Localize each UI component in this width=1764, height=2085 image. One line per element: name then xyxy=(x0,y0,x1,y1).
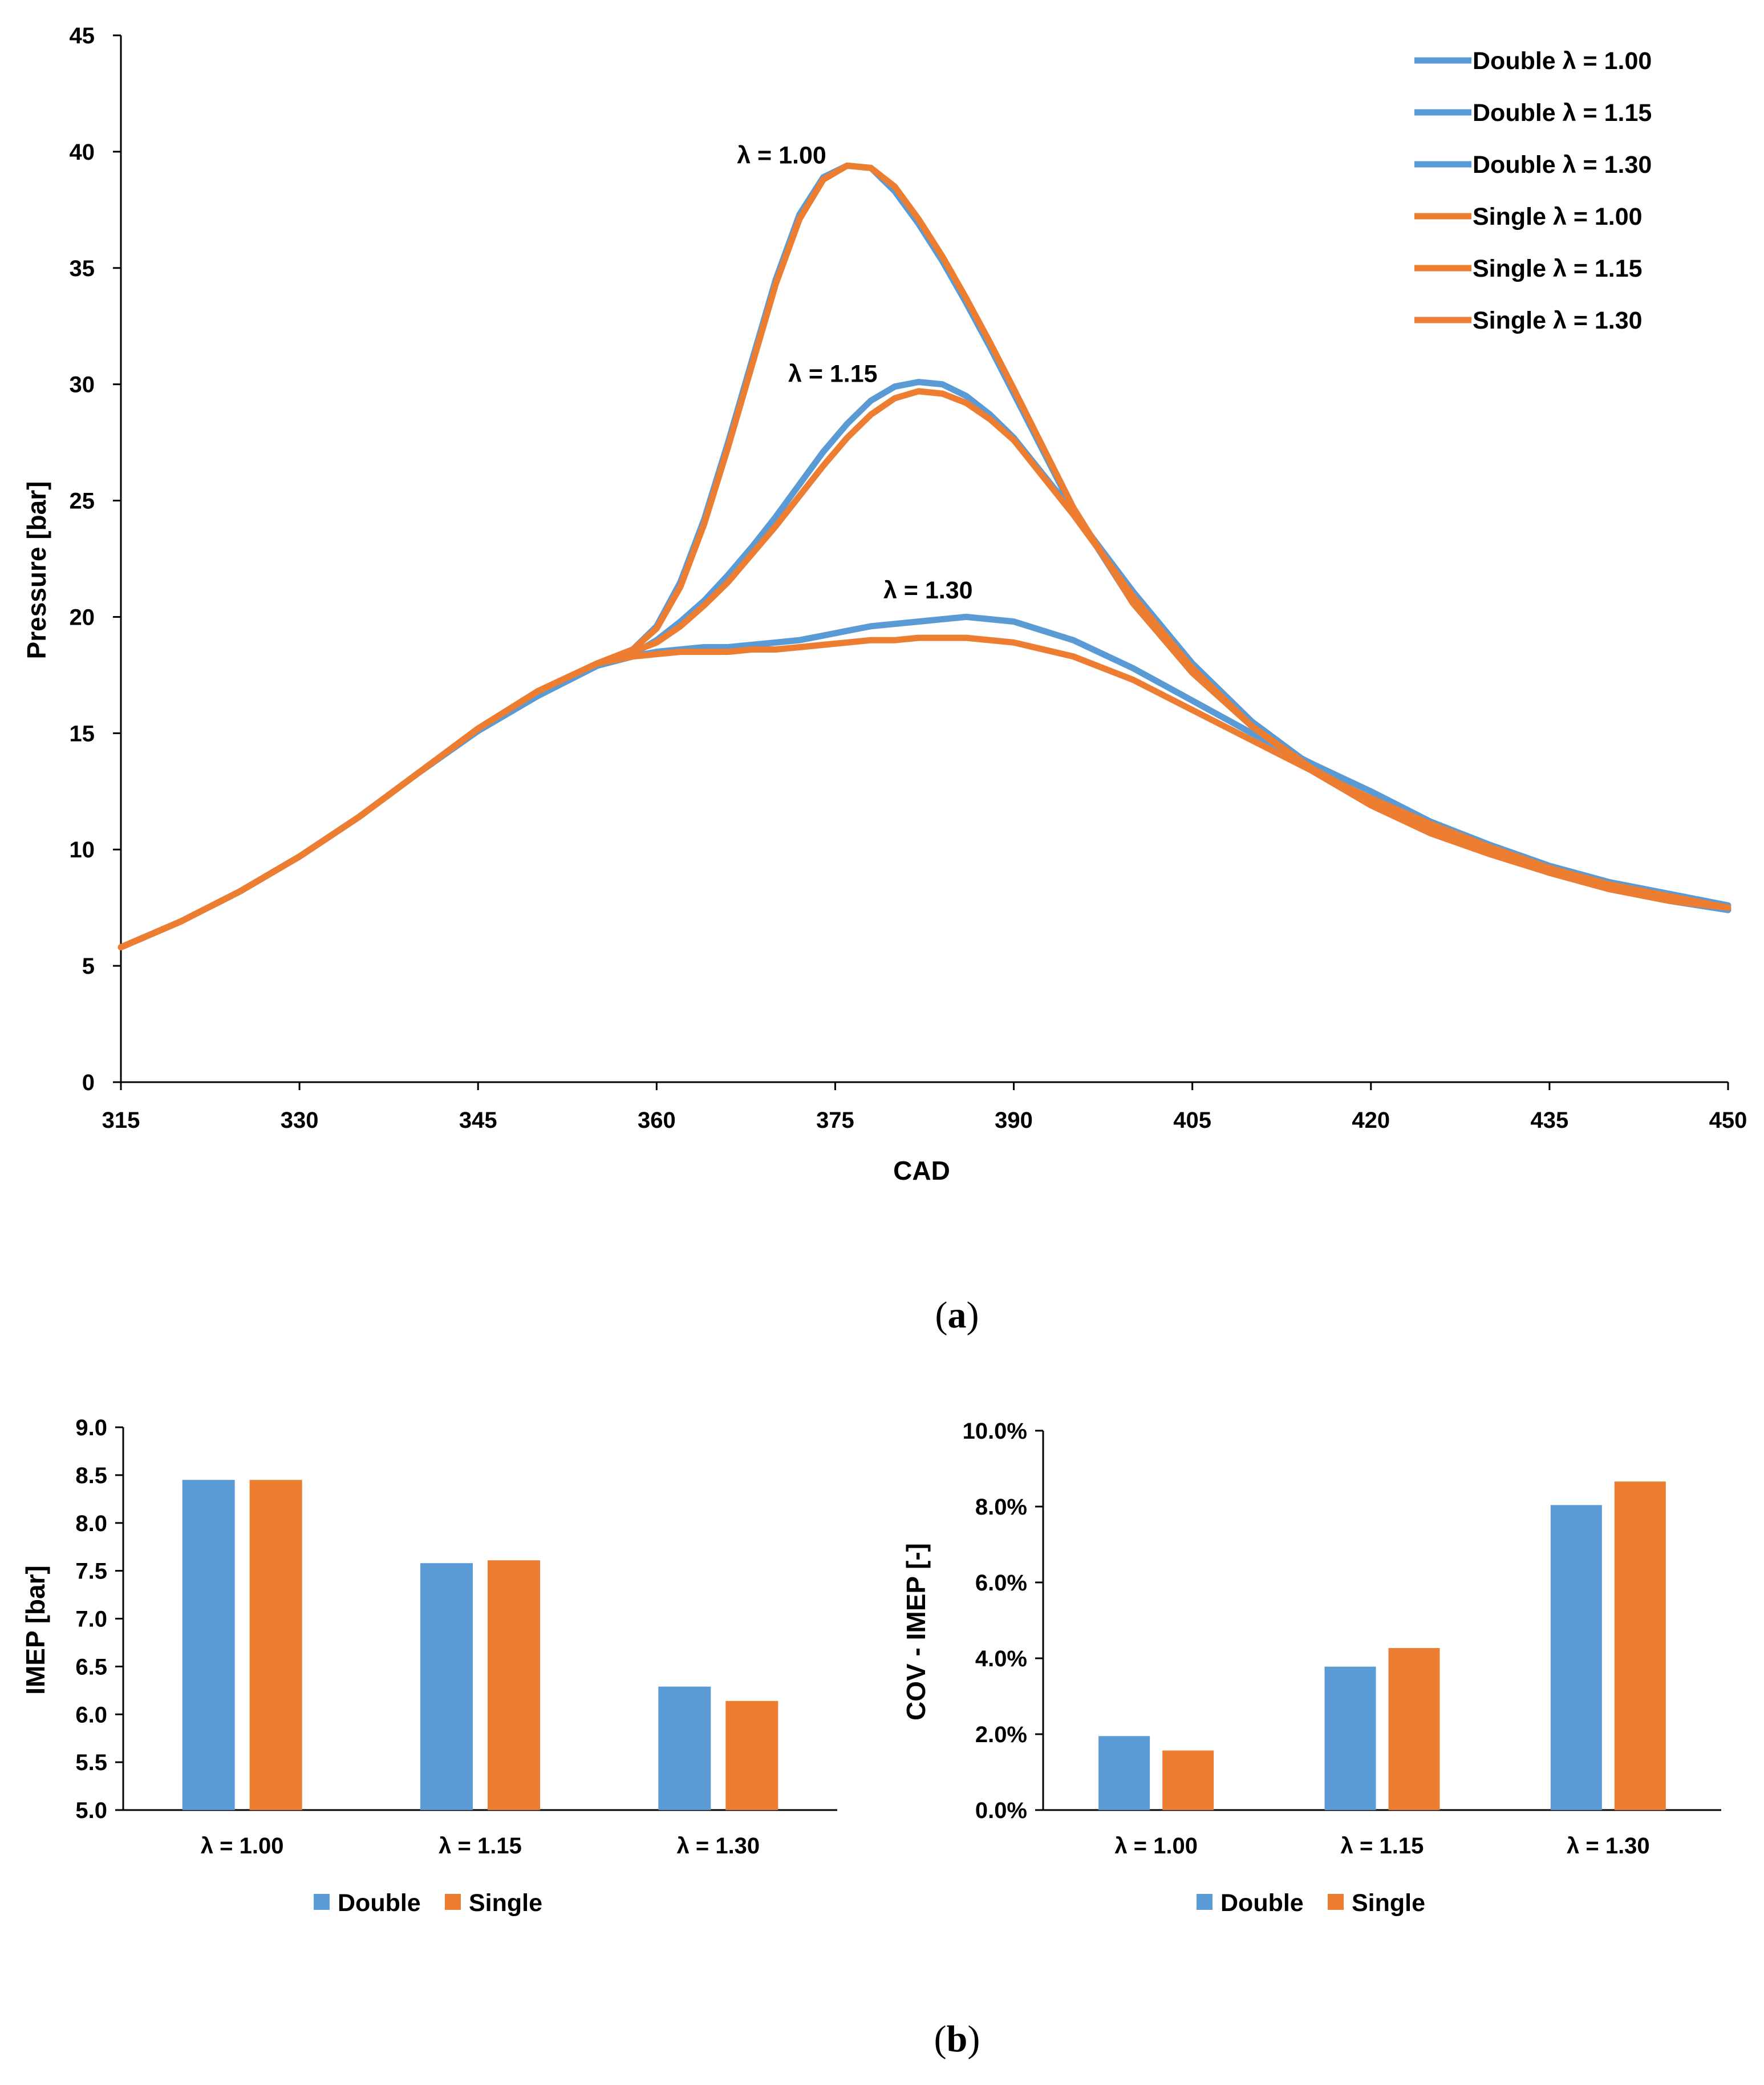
x-axis-title: CAD xyxy=(893,1156,950,1185)
y-tick-label: 5.0 xyxy=(75,1798,107,1823)
x-category-label: λ = 1.00 xyxy=(201,1833,284,1859)
pressure-chart: 0 5 10 15 20 25 30 35 40 45 315 330 345 360 375 390 405 4… xyxy=(22,23,1747,1185)
y-tick-label: 30 xyxy=(70,373,95,398)
x-tick-label: 315 xyxy=(102,1108,140,1133)
y-tick-label: 10 xyxy=(70,837,95,863)
bar-double-1-00 xyxy=(1098,1736,1150,1810)
y-tick-label: 40 xyxy=(70,140,95,165)
x-tick-label: 375 xyxy=(816,1108,854,1133)
y-tick-label: 35 xyxy=(70,256,95,281)
series-line-double-1-15 xyxy=(117,379,1731,950)
bar-single-1-00 xyxy=(249,1480,302,1810)
x-tick-label: 390 xyxy=(995,1108,1033,1133)
y-tick-label: 4.0% xyxy=(975,1646,1027,1671)
series-line-single-1-30 xyxy=(117,634,1731,950)
y-axis-title: IMEP [bar] xyxy=(21,1565,50,1695)
legend-swatch-double xyxy=(314,1894,330,1910)
y-tick-label: 6.0% xyxy=(975,1570,1027,1596)
bar-single-1-30 xyxy=(725,1701,778,1810)
legend-label-single-1-30: Single λ = 1.30 xyxy=(1473,307,1643,334)
series-line-single-1-15 xyxy=(117,388,1731,950)
legend-swatch-double xyxy=(1197,1894,1213,1910)
y-tick-label: 5 xyxy=(82,954,95,979)
y-tick-label: 7.0 xyxy=(75,1607,107,1632)
x-category-label: λ = 1.15 xyxy=(439,1833,522,1859)
y-tick-label: 6.0 xyxy=(75,1702,107,1727)
bar-double-1-30 xyxy=(1550,1505,1602,1810)
y-tick-label: 0.0% xyxy=(975,1798,1027,1823)
series-line-single-1-00 xyxy=(117,162,1731,950)
x-tick-label: 345 xyxy=(459,1108,497,1133)
y-axis-title: COV - IMEP [-] xyxy=(901,1543,931,1720)
bar-single-1-30 xyxy=(1614,1481,1666,1810)
legend-label-double: Double xyxy=(1220,1889,1304,1917)
bar-single-1-15 xyxy=(1388,1648,1440,1810)
x-tick-label: 450 xyxy=(1709,1108,1747,1133)
cov-imep-chart: 0.0% 2.0% 4.0% 6.0% 8.0% 10.0% λ = 1.00 λ = 1.1… xyxy=(901,1419,1721,1917)
bar-double-1-00 xyxy=(182,1480,235,1810)
legend-label-single-1-00: Single λ = 1.00 xyxy=(1473,203,1643,230)
y-tick-label: 8.5 xyxy=(75,1463,107,1488)
legend-label-double-1-00: Double λ = 1.00 xyxy=(1473,47,1652,75)
legend-label-double-1-15: Double λ = 1.15 xyxy=(1473,99,1652,127)
y-axis-title: Pressure [bar] xyxy=(22,481,51,659)
x-tick-label: 330 xyxy=(281,1108,319,1133)
x-category-label: λ = 1.15 xyxy=(1341,1833,1424,1859)
y-tick-label: 0 xyxy=(82,1070,95,1095)
legend-label-double-1-30: Double λ = 1.30 xyxy=(1473,151,1652,179)
legend-swatch-single xyxy=(445,1894,461,1910)
x-tick-label: 405 xyxy=(1173,1108,1211,1133)
x-tick-label: 360 xyxy=(638,1108,676,1133)
panel-label-a: (a) xyxy=(935,1294,979,1336)
y-tick-label: 45 xyxy=(70,23,95,48)
y-tick-label: 7.5 xyxy=(75,1559,107,1584)
annotation-1-30: λ = 1.30 xyxy=(883,577,973,604)
x-tick-label: 435 xyxy=(1531,1108,1569,1133)
panel-label-b: (b) xyxy=(934,2018,980,2060)
annotation-1-15: λ = 1.15 xyxy=(788,361,878,388)
x-category-label: λ = 1.30 xyxy=(1567,1833,1650,1859)
y-tick-label: 6.5 xyxy=(75,1654,107,1679)
legend-label-double: Double xyxy=(338,1889,421,1917)
x-category-label: λ = 1.00 xyxy=(1114,1833,1198,1859)
y-tick-label: 10.0% xyxy=(963,1419,1027,1444)
series-line-double-1-30 xyxy=(117,613,1731,950)
legend-swatch-single xyxy=(1328,1894,1344,1910)
bar-single-1-15 xyxy=(488,1560,540,1810)
y-tick-label: 25 xyxy=(70,489,95,514)
y-tick-label: 20 xyxy=(70,605,95,630)
bar-double-1-15 xyxy=(420,1563,473,1810)
x-category-label: λ = 1.30 xyxy=(676,1833,760,1859)
legend-label-single: Single xyxy=(1352,1889,1425,1917)
x-tick-label: 420 xyxy=(1352,1108,1390,1133)
bar-double-1-15 xyxy=(1324,1666,1376,1810)
legend-label-single: Single xyxy=(469,1889,542,1917)
y-tick-label: 9.0 xyxy=(75,1415,107,1440)
y-tick-label: 8.0 xyxy=(75,1511,107,1536)
y-tick-label: 5.5 xyxy=(75,1750,107,1775)
imep-chart: 5.0 5.5 6.0 6.5 7.0 7.5 8.0 8.5 9.0 λ = 1.00 λ = 1… xyxy=(21,1415,837,1917)
y-tick-label: 15 xyxy=(70,721,95,746)
series-line-double-1-00 xyxy=(117,162,1731,950)
y-tick-label: 2.0% xyxy=(975,1722,1027,1747)
y-tick-label: 8.0% xyxy=(975,1495,1027,1520)
annotation-1-00: λ = 1.00 xyxy=(737,141,826,169)
bar-double-1-30 xyxy=(658,1686,711,1810)
legend-label-single-1-15: Single λ = 1.15 xyxy=(1473,255,1643,282)
bar-single-1-00 xyxy=(1162,1750,1214,1810)
